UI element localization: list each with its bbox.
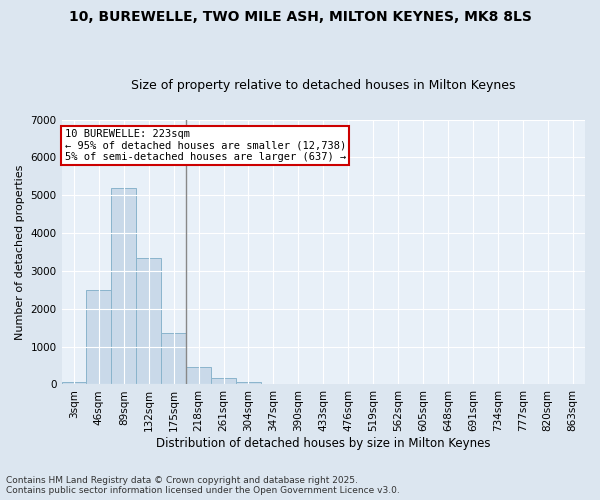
Bar — [186, 368, 211, 384]
Bar — [211, 378, 236, 384]
X-axis label: Distribution of detached houses by size in Milton Keynes: Distribution of detached houses by size … — [156, 437, 491, 450]
Title: Size of property relative to detached houses in Milton Keynes: Size of property relative to detached ho… — [131, 79, 515, 92]
Text: Contains HM Land Registry data © Crown copyright and database right 2025.
Contai: Contains HM Land Registry data © Crown c… — [6, 476, 400, 495]
Bar — [236, 382, 261, 384]
Bar — [86, 290, 112, 384]
Bar — [136, 258, 161, 384]
Text: 10 BUREWELLE: 223sqm
← 95% of detached houses are smaller (12,738)
5% of semi-de: 10 BUREWELLE: 223sqm ← 95% of detached h… — [65, 129, 346, 162]
Text: 10, BUREWELLE, TWO MILE ASH, MILTON KEYNES, MK8 8LS: 10, BUREWELLE, TWO MILE ASH, MILTON KEYN… — [68, 10, 532, 24]
Bar — [161, 334, 186, 384]
Bar — [62, 382, 86, 384]
Y-axis label: Number of detached properties: Number of detached properties — [15, 164, 25, 340]
Bar — [112, 188, 136, 384]
